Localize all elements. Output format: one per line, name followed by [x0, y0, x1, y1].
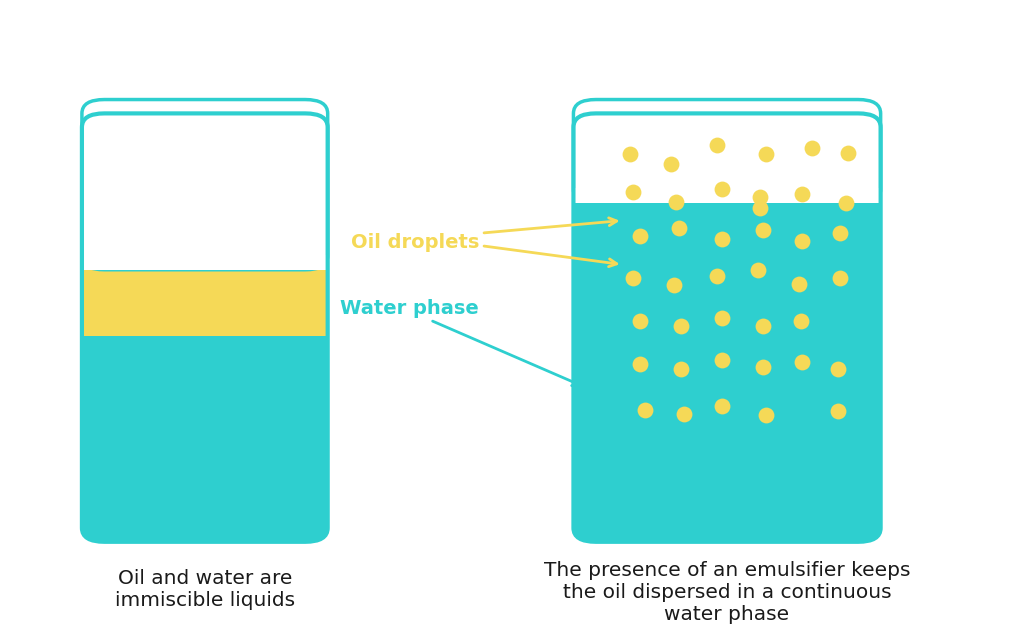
FancyBboxPatch shape: [82, 100, 328, 270]
Point: [758, 410, 774, 420]
Point: [838, 198, 854, 208]
Point: [714, 313, 730, 323]
Point: [755, 362, 771, 372]
FancyBboxPatch shape: [573, 100, 881, 203]
Point: [791, 278, 807, 289]
Point: [752, 203, 768, 213]
Point: [632, 231, 648, 241]
Point: [755, 225, 771, 235]
FancyBboxPatch shape: [82, 113, 328, 542]
Point: [625, 187, 641, 197]
Point: [755, 321, 771, 331]
Point: [673, 364, 689, 374]
Point: [794, 189, 810, 199]
Point: [714, 355, 730, 365]
Point: [632, 316, 648, 326]
Point: [668, 197, 684, 207]
Point: [840, 148, 856, 158]
Bar: [82, 270, 328, 336]
Point: [752, 192, 768, 202]
Point: [676, 409, 692, 419]
Text: The presence of an emulsifier keeps
the oil dispersed in a continuous
water phas: The presence of an emulsifier keeps the …: [544, 561, 910, 624]
Point: [794, 236, 810, 246]
Point: [829, 406, 846, 416]
Point: [666, 280, 682, 290]
Point: [804, 143, 820, 153]
Point: [709, 271, 725, 281]
Point: [831, 228, 848, 238]
Point: [671, 223, 687, 233]
Text: Oil droplets: Oil droplets: [350, 233, 479, 252]
Point: [758, 149, 774, 159]
Point: [714, 184, 730, 194]
Point: [714, 234, 730, 244]
Point: [831, 273, 848, 284]
Text: Water phase: Water phase: [340, 299, 479, 318]
Point: [793, 316, 809, 326]
Point: [637, 404, 653, 415]
Point: [709, 140, 725, 150]
Text: Oil and water are
immiscible liquids: Oil and water are immiscible liquids: [115, 568, 295, 610]
Bar: [574, 188, 880, 203]
Point: [632, 359, 648, 369]
FancyBboxPatch shape: [573, 113, 881, 542]
Point: [714, 401, 730, 411]
Bar: [83, 255, 327, 270]
Point: [663, 159, 679, 169]
Point: [750, 265, 766, 275]
Point: [829, 364, 846, 374]
Point: [673, 321, 689, 331]
Point: [622, 149, 638, 159]
Point: [625, 273, 641, 284]
Point: [794, 357, 810, 367]
